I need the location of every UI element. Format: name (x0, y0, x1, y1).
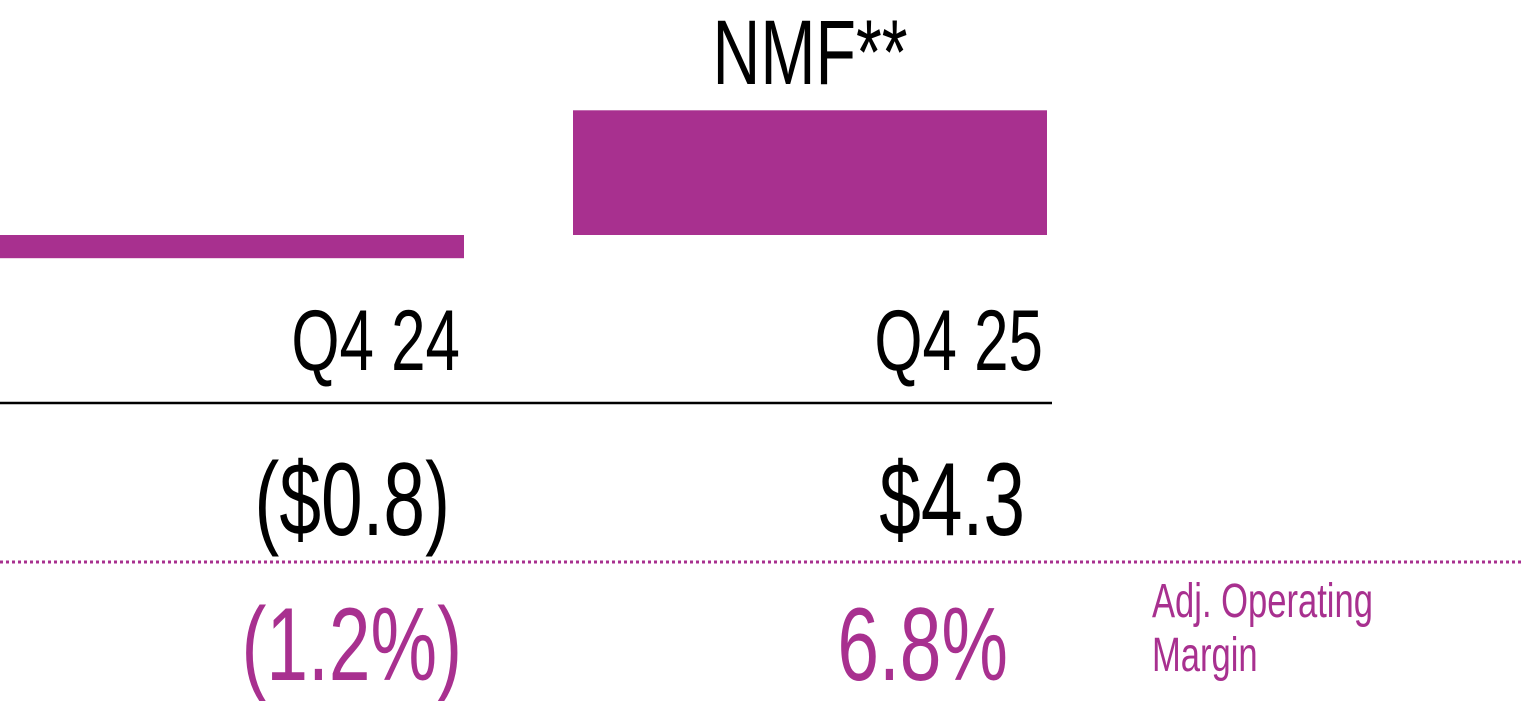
value-label: $4.3 (879, 442, 1025, 558)
margin-value: (1.2%) (241, 587, 462, 701)
value-label: ($0.8) (254, 442, 450, 558)
bar (0, 235, 464, 259)
margin-label: Adj. Operating Margin (1152, 575, 1373, 682)
category-label: Q4 25 (874, 292, 1043, 388)
category-label: Q4 24 (291, 292, 460, 388)
bar (573, 110, 1047, 235)
margin-value: 6.8% (837, 587, 1008, 701)
annotation: NMF** (712, 0, 907, 103)
